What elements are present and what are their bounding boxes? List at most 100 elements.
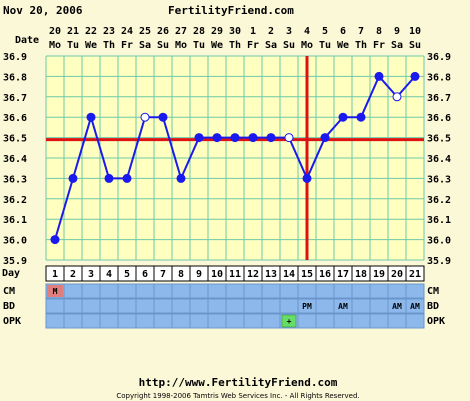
- weekday-label: Mo: [175, 40, 187, 51]
- date-label: 4: [304, 26, 310, 37]
- row-opk: [45, 313, 425, 329]
- axis-labels: 35.9 35.9 36.0 36.0 36.1 36.1 36.2 36.2 36.3 36.3…: [3, 26, 451, 267]
- weekday-label: Fr: [121, 40, 133, 51]
- date-label: 25: [139, 26, 151, 37]
- date-label: 26: [157, 26, 169, 37]
- date-label: 29: [211, 26, 223, 37]
- row-entry-cm: M: [53, 287, 58, 296]
- footer-url: http://www.FertilityFriend.com: [139, 376, 338, 389]
- y-tick-label-left: 36.7: [3, 93, 27, 104]
- date-label: 24: [121, 26, 133, 37]
- cycle-day-label: 2: [70, 269, 76, 280]
- temperature-point: [68, 173, 78, 183]
- y-tick-label-left: 36.2: [3, 195, 27, 206]
- y-tick-label-left: 36.4: [3, 154, 27, 165]
- temperature-series: [46, 56, 424, 260]
- cycle-day-label: 20: [391, 269, 403, 280]
- cycle-day-label: 21: [409, 269, 421, 280]
- y-tick-label-right: 36.7: [427, 93, 451, 104]
- temperature-point: [356, 112, 366, 122]
- date-label: 28: [193, 26, 205, 37]
- date-label: 20: [49, 26, 61, 37]
- cycle-day-label: 4: [106, 269, 112, 280]
- date-row-label: Date: [15, 35, 39, 46]
- day-row-label: Day: [2, 268, 20, 279]
- cycle-day-label: 19: [373, 269, 385, 280]
- y-tick-label-right: 36.6: [427, 113, 451, 124]
- temperature-point: [230, 133, 240, 143]
- y-tick-label-right: 36.1: [427, 215, 451, 226]
- date-label: 10: [409, 26, 421, 37]
- temperature-point: [266, 133, 276, 143]
- y-tick-label-left: 36.5: [3, 134, 27, 145]
- weekday-label: Su: [409, 40, 421, 51]
- temperature-point: [248, 133, 258, 143]
- date-label: 23: [103, 26, 115, 37]
- row-label-right: OPK: [427, 316, 445, 327]
- temperature-point: [194, 133, 204, 143]
- row-entry-opk: +: [287, 317, 292, 326]
- temperature-point: [104, 173, 114, 183]
- row-entry-bd: AM: [410, 302, 420, 311]
- date-label: 6: [340, 26, 346, 37]
- cycle-day-label: 8: [178, 269, 184, 280]
- row-cm: [45, 283, 425, 299]
- row-label-left: BD: [3, 301, 15, 312]
- cycle-day-label: 17: [337, 269, 349, 280]
- weekday-label: Sa: [265, 40, 277, 51]
- y-tick-label-left: 36.1: [3, 215, 27, 226]
- y-tick-label-left: 36.3: [3, 174, 27, 185]
- weekday-label: Th: [103, 40, 115, 51]
- y-tick-label-left: 36.9: [3, 52, 27, 63]
- date-label: 8: [376, 26, 382, 37]
- date-label: 7: [358, 26, 364, 37]
- date-label: 3: [286, 26, 292, 37]
- cycle-day-label: 16: [319, 269, 331, 280]
- cycle-day-label: 10: [211, 269, 223, 280]
- date-label: 22: [85, 26, 97, 37]
- y-tick-label-right: 35.9: [427, 256, 451, 267]
- row-label-right: BD: [427, 301, 439, 312]
- row-label-left: OPK: [3, 316, 21, 327]
- temperature-point: [374, 71, 384, 81]
- temperature-point: [320, 133, 330, 143]
- temperature-point-open: [284, 133, 294, 143]
- chart-date: Nov 20, 2006: [3, 4, 83, 17]
- temperature-point: [212, 133, 222, 143]
- weekday-label: Mo: [49, 40, 61, 51]
- weekday-label: Fr: [373, 40, 385, 51]
- plot-area: [45, 55, 425, 261]
- cm-box: [47, 285, 63, 297]
- weekday-label: Sa: [391, 40, 403, 51]
- temperature-point: [122, 173, 132, 183]
- cycle-day-label: 9: [196, 269, 202, 280]
- row-entry-bd: AM: [392, 302, 402, 311]
- y-tick-label-left: 36.0: [3, 236, 27, 247]
- cycle-day-label: 12: [247, 269, 259, 280]
- temperature-point: [338, 112, 348, 122]
- weekday-label: Th: [355, 40, 367, 51]
- temperature-point: [86, 112, 96, 122]
- row-bd: [45, 298, 425, 314]
- date-label: 30: [229, 26, 241, 37]
- cycle-day-label: 3: [88, 269, 94, 280]
- row-label-right: CM: [427, 286, 439, 297]
- brand-title: FertilityFriend.com: [168, 4, 294, 17]
- y-tick-label-right: 36.5: [427, 134, 451, 145]
- y-tick-label-right: 36.2: [427, 195, 451, 206]
- y-tick-label-right: 36.3: [427, 174, 451, 185]
- temperature-point-open: [392, 92, 402, 102]
- temperature-point: [176, 173, 186, 183]
- temperature-point-open: [140, 112, 150, 122]
- cycle-day-label: 14: [283, 269, 295, 280]
- cycle-day-label: 11: [229, 269, 241, 280]
- y-tick-label-left: 36.8: [3, 72, 27, 83]
- date-label: 2: [268, 26, 274, 37]
- row-label-left: CM: [3, 286, 15, 297]
- weekday-label: Su: [157, 40, 169, 51]
- temperature-point: [50, 235, 60, 245]
- weekday-label: Tu: [67, 40, 79, 51]
- date-label: 9: [394, 26, 400, 37]
- cycle-day-label: 1: [52, 269, 58, 280]
- temperature-point: [302, 173, 312, 183]
